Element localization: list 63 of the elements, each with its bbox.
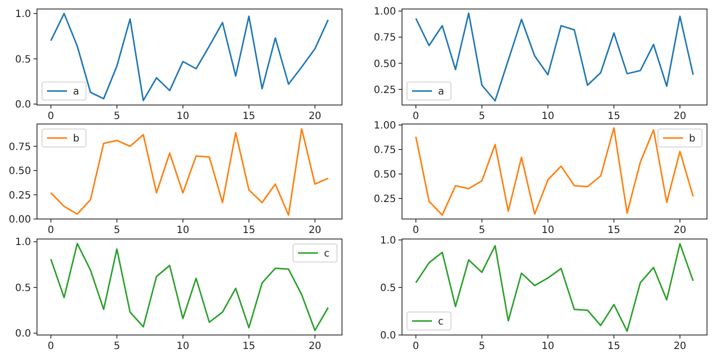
x-tick-label: 5 <box>478 111 486 122</box>
line-series <box>50 12 329 102</box>
legend-label: a <box>438 86 444 98</box>
y-tick-label: 1.00 <box>374 6 396 18</box>
y-tick-label: 0.50 <box>374 169 396 180</box>
x-tick-label: 0 <box>412 111 420 122</box>
x-tick-label: 5 <box>478 225 486 236</box>
x-tick-label: 20 <box>308 341 322 352</box>
x-tick-label: 0 <box>412 225 420 236</box>
x-tick-label: 20 <box>308 225 322 236</box>
y-tick-label: 0.50 <box>374 58 396 70</box>
x-tick-label: 5 <box>114 341 120 352</box>
y-tick-label: 1.00 <box>374 120 396 132</box>
x-tick-label: 0 <box>48 225 54 236</box>
x-tick-label: 15 <box>608 225 620 236</box>
legend-label: b <box>689 134 696 144</box>
y-tick-label: 0.5 <box>380 282 396 294</box>
legend-label: a <box>73 86 80 98</box>
y-tick-label: 1.0 <box>380 235 396 246</box>
line-series <box>415 127 694 216</box>
x-tick-label: 15 <box>608 341 620 352</box>
y-tick-label: 0.0 <box>380 330 396 342</box>
x-tick-label: 20 <box>308 111 322 122</box>
y-tick-label: 0.5 <box>15 282 31 294</box>
y-tick-label: 0.50 <box>8 166 31 178</box>
x-tick-label: 0 <box>412 341 420 352</box>
legend-label: b <box>73 134 80 144</box>
x-tick-label: 10 <box>176 225 190 236</box>
y-tick-label: 0.75 <box>374 144 396 156</box>
y-tick-label: 0.25 <box>374 194 396 205</box>
y-tick-label: 1.0 <box>15 9 31 20</box>
y-tick-label: 0.00 <box>8 214 31 226</box>
x-tick-label: 5 <box>114 111 120 122</box>
y-tick-label: 1.0 <box>15 237 31 248</box>
x-tick-label: 20 <box>674 341 686 352</box>
y-tick-label: 0.25 <box>8 190 31 202</box>
x-tick-label: 10 <box>176 341 190 352</box>
y-tick-label: 0.5 <box>15 54 31 66</box>
x-tick-label: 10 <box>542 341 554 352</box>
x-tick-label: 5 <box>478 341 486 352</box>
legend-label: c <box>324 248 330 260</box>
x-tick-label: 10 <box>542 111 554 122</box>
y-tick-label: 0.75 <box>374 32 396 44</box>
line-series <box>415 12 694 102</box>
x-tick-label: 15 <box>242 341 256 352</box>
y-tick-label: 0.0 <box>15 328 31 340</box>
x-tick-label: 10 <box>542 225 554 236</box>
x-tick-label: 15 <box>242 225 256 236</box>
x-tick-label: 20 <box>674 225 686 236</box>
x-tick-label: 15 <box>242 111 256 122</box>
x-tick-label: 5 <box>114 225 120 236</box>
line-series <box>415 243 694 332</box>
x-tick-label: 10 <box>176 111 190 122</box>
y-tick-label: 0.0 <box>15 100 31 111</box>
y-tick-label: 0.25 <box>374 84 396 96</box>
x-tick-label: 0 <box>48 111 54 122</box>
line-series <box>50 242 329 332</box>
x-tick-label: 0 <box>48 341 54 352</box>
line-series <box>50 128 329 216</box>
y-tick-label: 0.75 <box>8 142 31 153</box>
x-tick-label: 15 <box>608 111 620 122</box>
legend-label: c <box>438 316 444 328</box>
x-tick-label: 20 <box>674 111 686 122</box>
